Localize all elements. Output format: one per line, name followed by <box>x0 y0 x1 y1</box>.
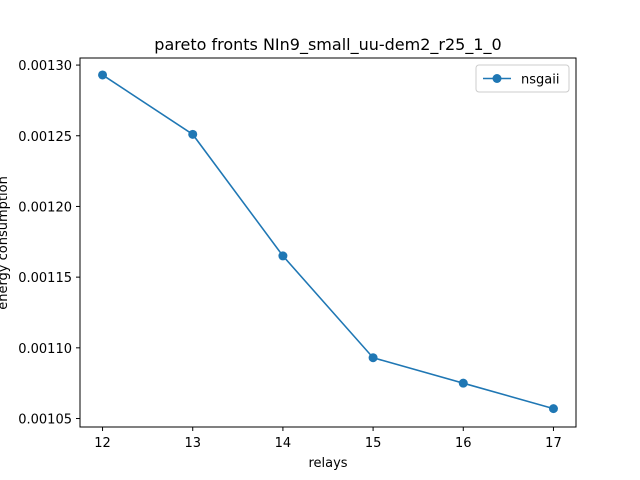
data-point <box>548 404 558 414</box>
series-line-nsgaii <box>102 74 554 410</box>
data-point <box>368 353 378 363</box>
chart-title: pareto fronts NIn9_small_uu-dem2_r25_1_0 <box>154 35 501 55</box>
legend: nsgaii <box>475 64 570 93</box>
x-tick-label: 16 <box>455 436 472 451</box>
data-point <box>98 70 108 80</box>
x-axis-ticks: 12 13 14 15 16 17 <box>94 427 562 451</box>
data-point <box>188 129 198 139</box>
x-tick-label: 13 <box>184 436 201 451</box>
data-point <box>278 251 288 261</box>
y-tick-label: 0.00130 <box>18 59 72 74</box>
y-tick-label: 0.00120 <box>18 200 72 215</box>
x-tick-label: 14 <box>275 436 292 451</box>
x-tick-label: 17 <box>545 436 562 451</box>
x-axis-label: relays <box>308 456 347 471</box>
plot-frame <box>79 57 577 428</box>
data-point <box>458 378 468 388</box>
y-axis-ticks: 0.00105 0.00110 0.00115 0.00120 0.00125 0.001… <box>18 59 80 428</box>
y-axis-label: energy consumption <box>0 176 11 310</box>
y-tick-label: 0.00115 <box>18 271 72 286</box>
legend-box <box>475 64 570 93</box>
legend-marker <box>492 74 502 83</box>
y-tick-label: 0.00105 <box>18 413 72 428</box>
x-tick-label: 12 <box>94 436 111 451</box>
x-tick-label: 15 <box>365 436 382 451</box>
y-tick-label: 0.00110 <box>18 342 72 357</box>
y-tick-label: 0.00125 <box>18 130 72 145</box>
plot-area <box>98 70 558 414</box>
legend-label: nsgaii <box>521 73 559 88</box>
